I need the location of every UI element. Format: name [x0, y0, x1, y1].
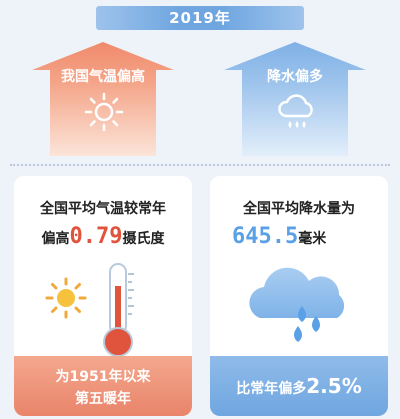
temperature-line1: 全国平均气温较常年: [40, 201, 166, 217]
temperature-unit: 摄氏度: [122, 231, 165, 247]
thermometer-icon: [103, 263, 134, 357]
rain-house-card: 降水偏多: [222, 40, 368, 156]
temperature-line2: 偏高0.79摄氏度: [14, 224, 192, 249]
precipitation-footer-prefix: 比常年偏多: [236, 381, 307, 397]
precipitation-footer-line: 比常年偏多2.5%: [210, 374, 388, 398]
sun-icon: [45, 277, 87, 319]
precipitation-line1: 全国平均降水量为: [243, 201, 355, 217]
rain-cloud-icon: [278, 94, 313, 128]
temperature-card: 全国平均气温较常年 偏高0.79摄氏度 为1951年以来: [14, 176, 192, 416]
precipitation-line2: 645.5毫米: [232, 224, 388, 249]
year-label: 2019年: [169, 9, 231, 27]
warm-house-card: 我国气温偏高: [30, 40, 176, 156]
year-banner: 2019年: [96, 6, 304, 30]
temperature-value: 0.79: [69, 224, 123, 249]
rain-house-shape: [224, 42, 366, 156]
precipitation-value: 645.5: [232, 224, 299, 249]
rain-cloud-icon: [249, 267, 345, 342]
warm-house-label: 我国气温偏高: [61, 69, 145, 85]
precipitation-footer-value: 2.5%: [306, 374, 362, 398]
section-divider: [10, 164, 390, 166]
precipitation-card: 全国平均降水量为 645.5毫米 比常年偏多2.5%: [210, 176, 388, 416]
sun-icon: [84, 92, 124, 132]
precipitation-footer: 比常年偏多2.5%: [210, 356, 388, 416]
temperature-prefix: 偏高: [41, 231, 70, 247]
rain-house-label: 降水偏多: [267, 69, 323, 85]
temperature-footer: 为1951年以来 第五暖年: [14, 356, 192, 416]
precipitation-unit: 毫米: [298, 231, 327, 247]
temperature-footer-line1: 为1951年以来: [55, 369, 151, 385]
temperature-footer-line2: 第五暖年: [75, 391, 131, 407]
